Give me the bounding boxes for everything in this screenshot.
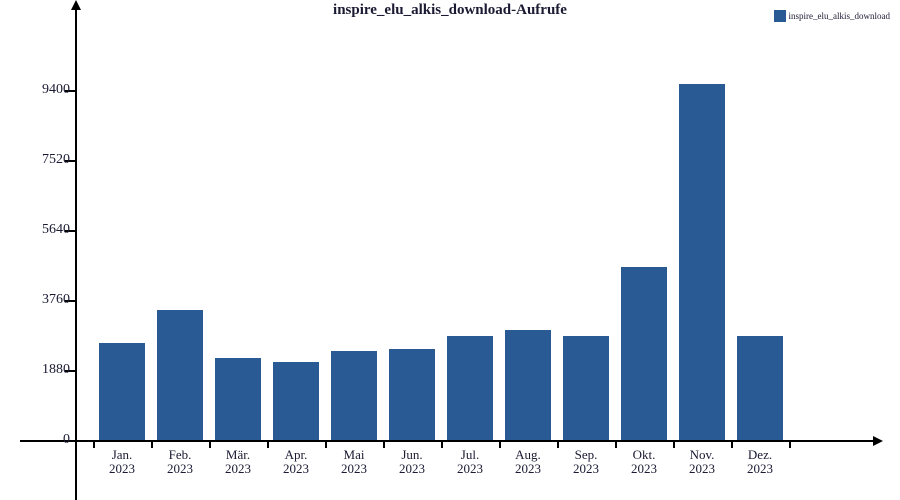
bar [331, 351, 377, 440]
plot-area: 018803760564075209400Jan. 2023Feb. 2023M… [75, 20, 835, 440]
x-tick-label: Apr. 2023 [267, 448, 325, 477]
x-tick [267, 440, 269, 448]
x-tick-label: Dez. 2023 [731, 448, 789, 477]
y-tick-label: 3760 [20, 292, 70, 308]
bar [563, 336, 609, 440]
x-tick [557, 440, 559, 448]
chart-container: inspire_elu_alkis_download-Aufrufe inspi… [0, 0, 900, 500]
bar [99, 343, 145, 440]
chart-title: inspire_elu_alkis_download-Aufrufe [0, 2, 900, 19]
y-axis-arrow [71, 0, 81, 10]
x-tick [499, 440, 501, 448]
x-tick [789, 440, 791, 448]
bar [679, 84, 725, 440]
x-tick-label: Sep. 2023 [557, 448, 615, 477]
x-tick-label: Jan. 2023 [93, 448, 151, 477]
y-tick-label: 7520 [20, 152, 70, 168]
bar [447, 336, 493, 440]
x-tick-label: Aug. 2023 [499, 448, 557, 477]
x-tick [151, 440, 153, 448]
x-tick-label: Okt. 2023 [615, 448, 673, 477]
bar [215, 358, 261, 440]
x-tick [731, 440, 733, 448]
x-tick [93, 440, 95, 448]
bar [737, 336, 783, 440]
y-tick-label: 9400 [20, 82, 70, 98]
x-tick [209, 440, 211, 448]
bar [157, 310, 203, 440]
x-tick-label: Nov. 2023 [673, 448, 731, 477]
x-tick-label: Mär. 2023 [209, 448, 267, 477]
x-axis-arrow [873, 436, 883, 446]
bar [273, 362, 319, 440]
y-axis [75, 5, 77, 500]
x-axis [20, 440, 875, 442]
x-tick [383, 440, 385, 448]
x-tick-label: Feb. 2023 [151, 448, 209, 477]
x-tick-label: Jun. 2023 [383, 448, 441, 477]
bar [389, 349, 435, 440]
x-tick [325, 440, 327, 448]
y-tick-label: 0 [20, 432, 70, 448]
x-tick [441, 440, 443, 448]
x-tick [615, 440, 617, 448]
bar [505, 330, 551, 440]
y-tick-label: 1880 [20, 362, 70, 378]
x-tick [673, 440, 675, 448]
x-tick-label: Jul. 2023 [441, 448, 499, 477]
bar [621, 267, 667, 440]
y-tick-label: 5640 [20, 222, 70, 238]
x-tick-label: Mai 2023 [325, 448, 383, 477]
